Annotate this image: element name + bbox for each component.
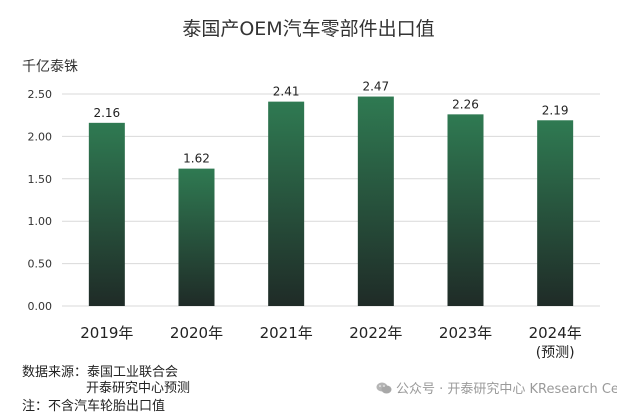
data-label: 2.26	[452, 97, 479, 111]
y-tick-label: 2.00	[28, 130, 53, 143]
x-tick-label: 2024年	[529, 324, 582, 342]
wechat-icon	[376, 382, 392, 394]
x-axis-ticks: 2019年 2020年 2021年 2022年 2023年 2024年 (预测)	[80, 324, 582, 361]
data-label: 2.16	[93, 106, 120, 120]
data-label: 2.19	[542, 103, 569, 117]
data-label: 1.62	[183, 152, 210, 166]
x-tick-label: 2022年	[349, 324, 402, 342]
y-tick-label: 2.50	[28, 88, 53, 101]
source-line-1: 数据来源：泰国工业联合会	[22, 365, 179, 380]
bar-2020年	[178, 168, 215, 306]
bar-2023年	[447, 114, 484, 307]
y-tick-label: 1.50	[28, 173, 53, 186]
data-label: 2.41	[273, 85, 300, 99]
watermark-text: 公众号 · 开泰研究中心 KResearch Center	[396, 382, 617, 397]
x-tick-label: 2020年	[170, 324, 223, 342]
x-tick-label: 2019年	[80, 324, 133, 342]
chart-title: 泰国产OEM汽车零部件出口值	[182, 18, 435, 40]
footnote: 注：不含汽车轮胎出口值	[22, 399, 166, 414]
y-tick-label: 0.50	[28, 258, 53, 271]
x-tick-label: 2023年	[439, 324, 492, 342]
data-labels: 2.16 1.62 2.41 2.47 2.26 2.19	[93, 80, 568, 166]
y-tick-label: 1.00	[28, 215, 53, 228]
y-axis-unit-label: 千亿泰铢	[22, 59, 78, 75]
data-label: 2.47	[362, 80, 389, 94]
bar-2019年	[88, 122, 125, 306]
bar-2022年	[357, 96, 394, 306]
y-axis-ticks: 0.00 0.50 1.00 1.50 2.00 2.50	[28, 88, 53, 313]
bars	[88, 96, 574, 307]
x-tick-note: (预测)	[536, 345, 575, 361]
bar-2021年	[268, 101, 305, 307]
source-line-2: 开泰研究中心预测	[86, 381, 191, 396]
y-tick-label: 0.00	[28, 300, 53, 313]
bar-2024年	[537, 120, 574, 307]
x-tick-label: 2021年	[260, 324, 313, 342]
watermark: 公众号 · 开泰研究中心 KResearch Center	[376, 378, 617, 397]
grid-lines	[62, 93, 600, 307]
